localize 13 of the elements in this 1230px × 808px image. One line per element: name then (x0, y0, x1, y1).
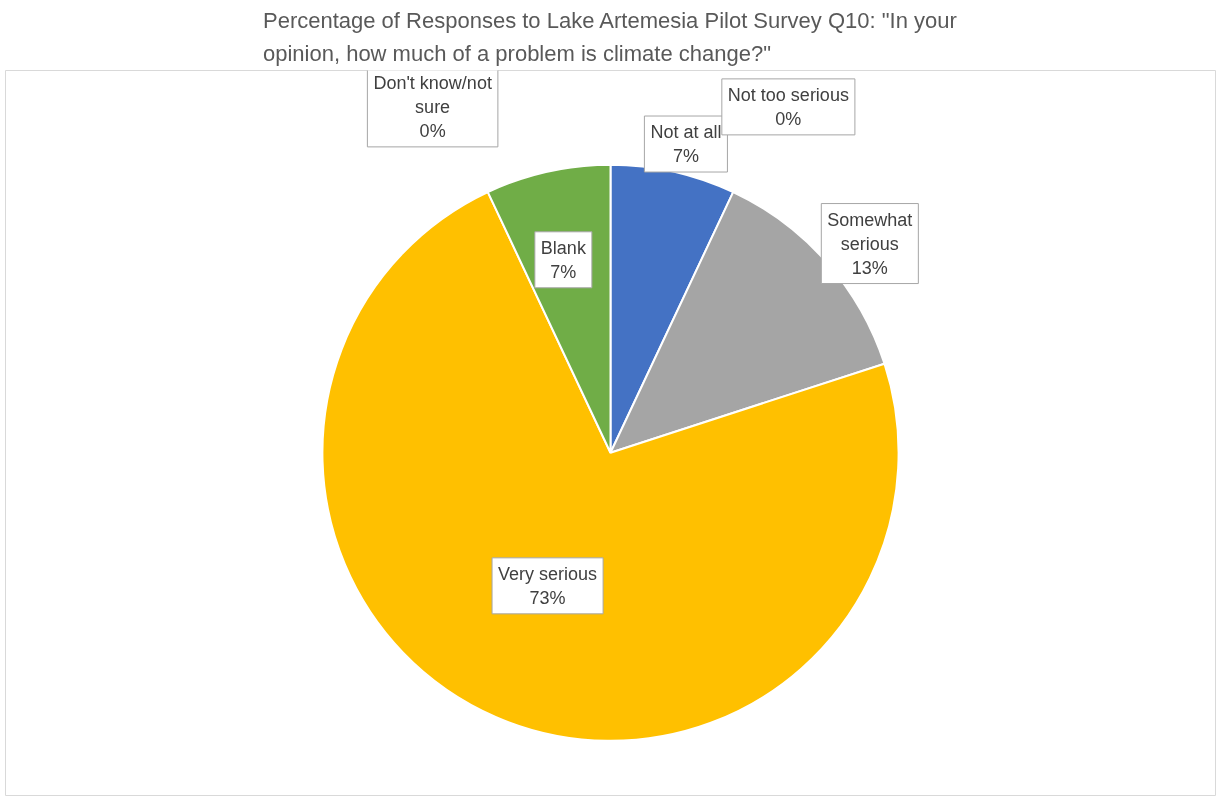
data-label: 13% (851, 257, 888, 278)
text: 0% (775, 108, 802, 129)
category-label: Don't know/not sure (373, 72, 492, 117)
text: 0% (419, 120, 446, 141)
slice-label: Blank (540, 237, 587, 258)
data-label: 7% (550, 261, 577, 282)
slice-label: Somewhat serious (827, 209, 913, 254)
slice-label: Not at all (650, 122, 722, 143)
chart-title: Percentage of Responses to Lake Artemesia Pilot Survey Q10: "In your opinion, how much of a problem is climate change?" (262, 8, 957, 66)
category-label: Not too serious (727, 84, 849, 105)
data-label: 7% (672, 146, 699, 167)
slice-label: Very serious (498, 563, 598, 584)
data-label: 73% (529, 587, 566, 608)
